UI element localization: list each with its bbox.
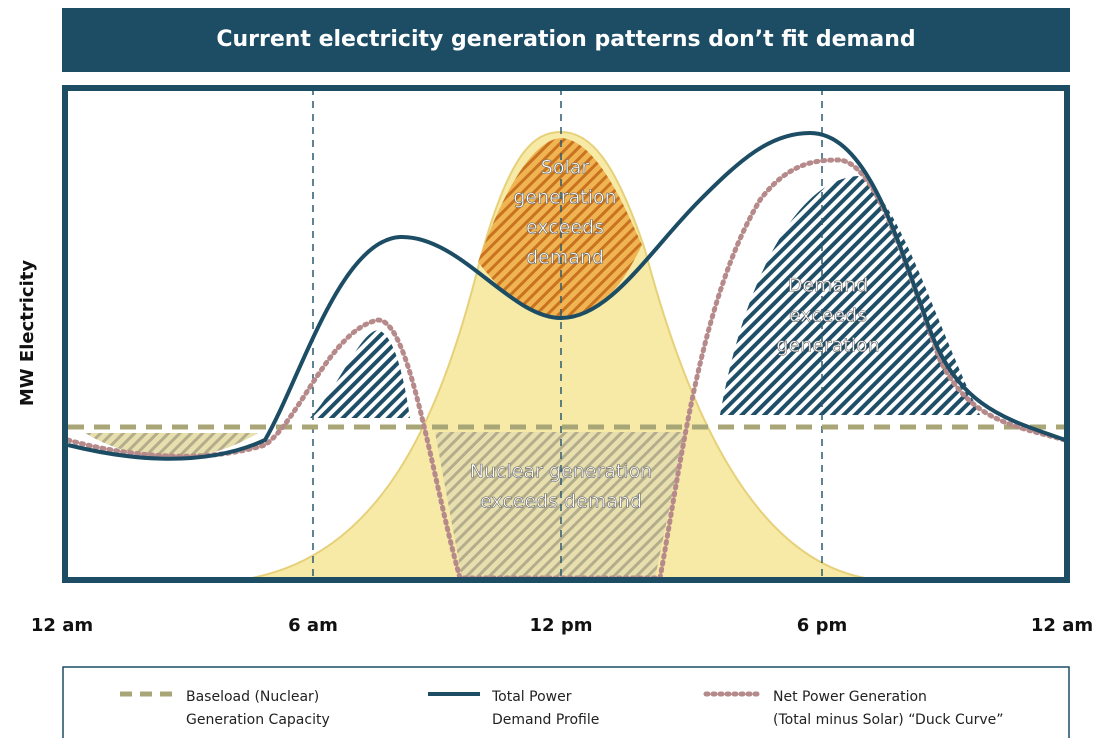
plot: Solar generation exceeds demand Demand e… <box>62 85 1070 583</box>
region-label: generation <box>513 187 616 209</box>
x-label: 12 am <box>1031 615 1093 636</box>
region-label: Demand <box>788 275 869 297</box>
legend-label: Demand Profile <box>492 712 599 728</box>
plot-frame <box>62 85 1070 583</box>
grid-lines <box>312 88 823 580</box>
nuclear-excess-left <box>85 433 258 458</box>
legend-label: Baseload (Nuclear) <box>186 689 319 705</box>
x-label: 6 am <box>288 615 338 636</box>
legend-label: Net Power Generation <box>773 689 927 705</box>
x-label: 6 pm <box>797 615 847 636</box>
demand-excess <box>720 176 980 415</box>
demand-line <box>67 130 1066 461</box>
title-bar <box>62 8 1070 72</box>
legend-label: Total Power <box>491 689 572 705</box>
x-label: 12 pm <box>530 615 593 636</box>
region-label: generation <box>776 335 879 357</box>
x-label: 12 am <box>31 615 93 636</box>
region-label: Solar <box>541 157 590 179</box>
region-label: exceeds demand <box>480 491 642 513</box>
demand-excess-small <box>310 330 410 418</box>
nuclear-excess <box>435 432 685 578</box>
region-label: demand <box>526 247 604 269</box>
legend-box <box>62 666 1070 738</box>
region-label: Nuclear generation <box>470 461 653 483</box>
y-axis-label: MW Electricity <box>17 260 38 406</box>
title: Current electricity generation patterns … <box>216 27 915 52</box>
region-label: exceeds <box>526 217 604 239</box>
region-label: exceeds <box>789 305 867 327</box>
solar-excess <box>478 138 642 316</box>
legend-label: Generation Capacity <box>186 712 330 728</box>
legend-label: (Total minus Solar) “Duck Curve” <box>773 712 1004 728</box>
legend: Baseload (Nuclear) Generation Capacity T… <box>62 666 1070 738</box>
